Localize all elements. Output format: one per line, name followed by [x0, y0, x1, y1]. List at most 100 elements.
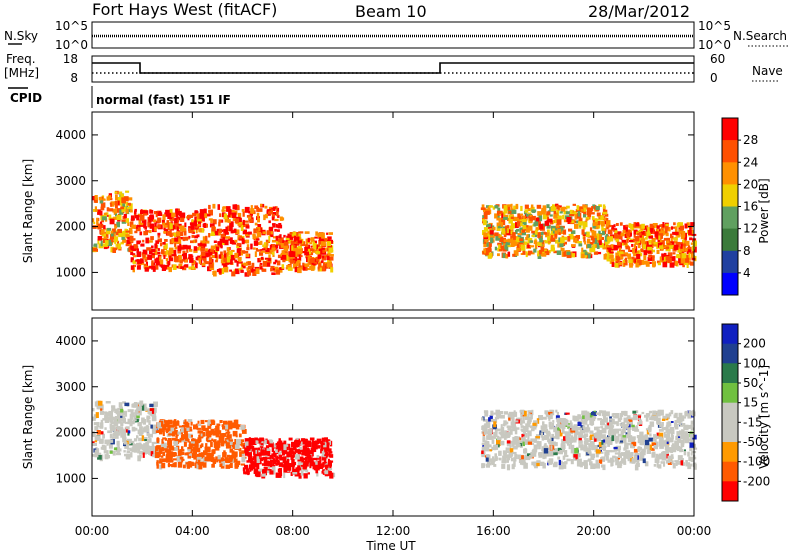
echo-cell: [578, 440, 583, 444]
echo-cell: [277, 460, 280, 465]
echo-cell: [184, 419, 187, 422]
echo-cell: [151, 441, 155, 447]
echo-cell: [275, 206, 278, 210]
echo-cell: [560, 420, 565, 424]
echo-cell: [619, 428, 622, 432]
echo-cell: [218, 228, 223, 233]
echo-cell: [289, 254, 294, 258]
echo-cell: [173, 421, 178, 427]
echo-cell: [155, 212, 158, 218]
echo-cell: [176, 238, 182, 245]
echo-cell: [483, 248, 486, 252]
echo-cell: [228, 424, 233, 430]
echo-cell: [493, 421, 497, 428]
echo-cell: [665, 446, 669, 451]
echo-cell: [289, 244, 292, 251]
echo-cell: [547, 413, 552, 419]
echo-cell: [555, 430, 560, 436]
echo-cell: [197, 437, 202, 443]
echo-cell: [482, 439, 485, 443]
echo-cell: [254, 251, 257, 257]
echo-cell: [228, 259, 233, 265]
echo-cell: [508, 219, 513, 224]
echo-cell: [596, 223, 601, 229]
echo-cell: [237, 223, 242, 226]
echo-cell: [570, 253, 576, 258]
echo-cell: [184, 222, 187, 228]
echo-cell: [602, 204, 606, 209]
echo-cell: [232, 204, 235, 210]
echo-cell: [287, 267, 293, 271]
echo-cell: [672, 231, 675, 235]
echo-cell: [604, 437, 609, 443]
echo-cell: [175, 430, 178, 436]
echo-cell: [513, 207, 517, 210]
echo-cell: [675, 260, 679, 265]
echo-cell: [593, 218, 598, 225]
echo-cell: [237, 259, 242, 263]
echo-cell: [182, 254, 187, 257]
echo-cell: [240, 252, 243, 256]
echo-cell: [156, 251, 161, 255]
echo-cell: [150, 450, 154, 457]
echo-cell: [676, 417, 682, 423]
echo-cell: [589, 412, 594, 419]
echo-cell: [213, 443, 218, 448]
echo-cell: [693, 447, 698, 450]
echo-cell: [482, 443, 485, 448]
echo-cell: [515, 420, 519, 423]
echo-cell: [614, 452, 619, 455]
echo-cell: [155, 430, 161, 433]
echo-cell: [259, 263, 263, 266]
echo-cell: [601, 216, 604, 220]
velocity-data-cells: [92, 400, 698, 479]
echo-cell: [152, 219, 157, 223]
echo-cell: [588, 207, 593, 213]
echo-cell: [131, 412, 135, 416]
echo-cell: [513, 412, 516, 417]
echo-cell: [118, 231, 123, 238]
echo-cell: [558, 232, 561, 235]
echo-cell: [248, 458, 252, 461]
echo-cell: [321, 247, 325, 250]
echo-cell: [684, 424, 689, 431]
echo-cell: [321, 463, 325, 467]
echo-cell: [519, 213, 524, 216]
echo-cell: [173, 221, 179, 228]
echo-cell: [286, 451, 292, 458]
echo-cell: [112, 450, 116, 456]
colorbar-segment: [722, 442, 738, 463]
echo-cell: [483, 241, 487, 244]
echo-cell: [253, 228, 258, 234]
echo-cell: [558, 432, 563, 437]
echo-cell: [118, 191, 123, 195]
echo-cell: [531, 461, 535, 466]
echo-cell: [289, 448, 294, 455]
echo-cell: [94, 206, 97, 212]
echo-cell: [137, 259, 142, 264]
echo-cell: [196, 427, 202, 430]
echo-cell: [563, 236, 568, 241]
echo-cell: [319, 267, 322, 272]
echo-cell: [188, 266, 192, 270]
echo-cell: [284, 460, 290, 465]
echo-cell: [688, 410, 694, 416]
echo-cell: [193, 249, 198, 253]
echo-cell: [126, 240, 131, 245]
echo-cell: [241, 238, 245, 245]
echo-cell: [309, 258, 315, 263]
echo-cell: [188, 228, 194, 234]
echo-cell: [581, 410, 586, 415]
echo-cell: [530, 252, 535, 255]
echo-cell: [118, 427, 124, 434]
echo-cell: [523, 462, 528, 469]
echo-cell: [127, 202, 131, 206]
echo-cell: [273, 261, 277, 265]
echo-cell: [171, 254, 176, 257]
echo-cell: [164, 420, 169, 426]
echo-cell: [207, 435, 212, 438]
echo-cell: [185, 462, 189, 465]
echo-cell: [246, 460, 250, 463]
echo-cell: [637, 244, 641, 249]
echo-cell: [594, 426, 598, 431]
